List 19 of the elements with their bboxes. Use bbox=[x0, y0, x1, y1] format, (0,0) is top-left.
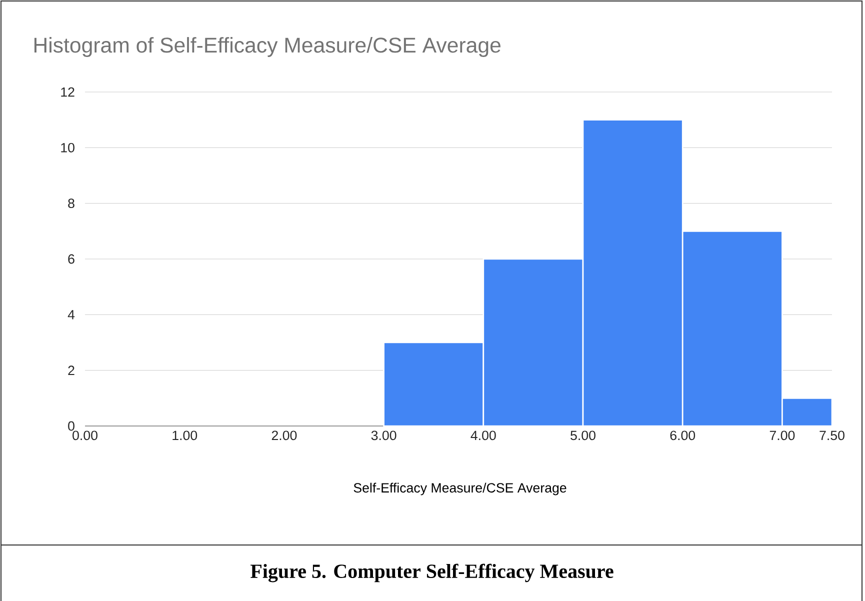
y-tick-label: 4 bbox=[68, 310, 75, 320]
y-tick-label: 2 bbox=[68, 366, 74, 375]
x-tick-label: 6.00 bbox=[670, 430, 696, 440]
x-tick-label: 2.00 bbox=[272, 430, 297, 440]
chart-title: Histogram of Self-Efficacy Measure/CSE Average bbox=[34, 37, 500, 57]
x-tick-label: 4.00 bbox=[470, 430, 496, 440]
x-tick-label: 0.00 bbox=[72, 430, 98, 440]
x-tick-label: 7.00 bbox=[770, 430, 795, 440]
x-tick-label: 3.00 bbox=[371, 430, 396, 440]
y-tick-label: 12 bbox=[61, 87, 74, 97]
caption: Figure 5. Computer Self-Efficacy Measure bbox=[250, 564, 614, 582]
x-tick-label: 5.00 bbox=[570, 430, 596, 440]
y-tick-label: 10 bbox=[61, 142, 74, 152]
x-axis-title: Self-Efficacy Measure/CSE Average bbox=[354, 482, 566, 496]
y-tick-label: 6 bbox=[68, 254, 74, 264]
x-tick-label: 1.00 bbox=[172, 430, 198, 440]
y-tick-label: 0 bbox=[68, 421, 74, 431]
x-tick-label: 7.50 bbox=[820, 430, 844, 440]
y-tick-label: 8 bbox=[68, 198, 74, 208]
